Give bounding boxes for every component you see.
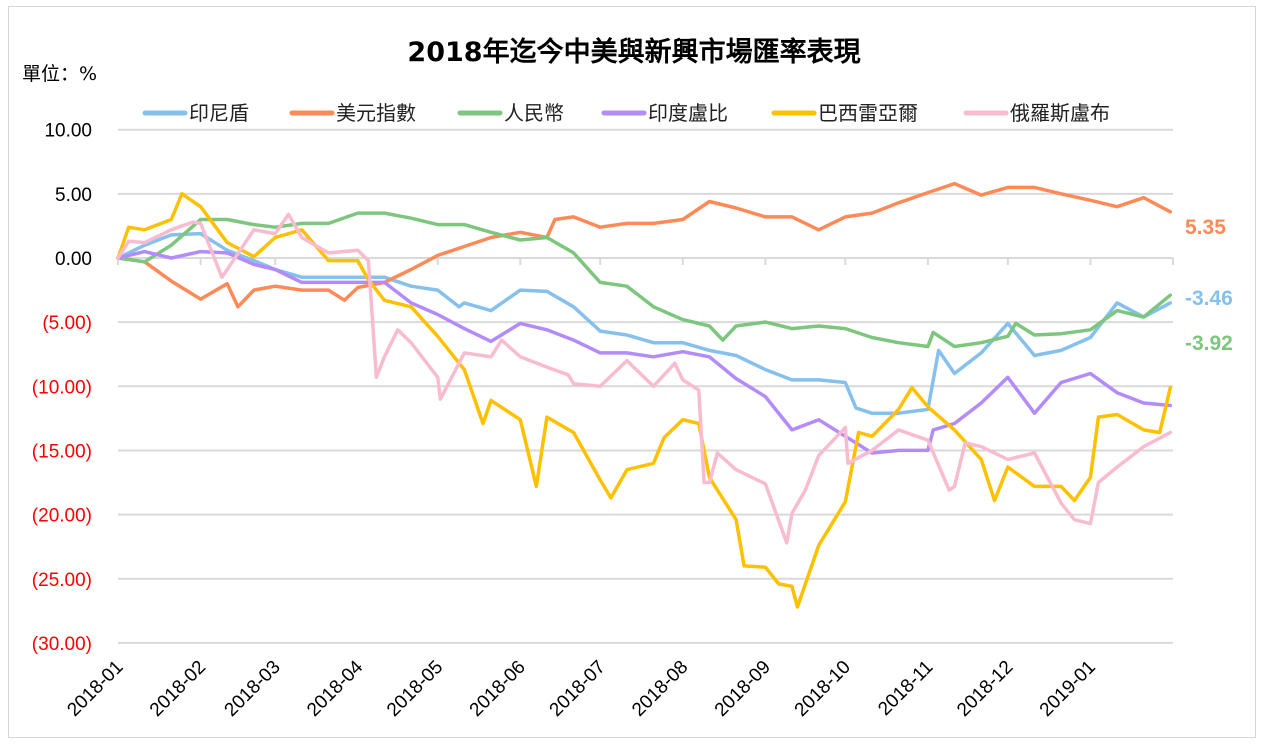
y-tick-label: (5.00): [42, 313, 92, 334]
x-tick-label: 2018-09: [711, 657, 775, 721]
x-tick-label: 2018-01: [63, 657, 127, 721]
x-tick-label: 2018-05: [383, 657, 447, 721]
series-line: [116, 231, 1173, 415]
series-line: [116, 212, 1173, 545]
legend-label: 巴西雷亞爾: [818, 101, 918, 125]
series-lines: [116, 181, 1173, 609]
legend-label: 美元指數: [336, 101, 416, 125]
y-tick-label: (20.00): [32, 506, 92, 527]
legend-item: 印度盧比: [601, 101, 728, 125]
legend-item: 巴西雷亞爾: [771, 101, 918, 125]
y-tick-label: (10.00): [32, 377, 92, 398]
x-tick-label: 2018-03: [221, 657, 285, 721]
chart-frame: [8, 6, 1256, 738]
x-axis: 2018-01 2018-02 2018-03 2018-04 2018-05 2018-…: [63, 258, 1174, 721]
y-tick-label: (15.00): [32, 441, 92, 462]
legend-label: 俄羅斯盧布: [1010, 101, 1110, 125]
y-tick-label: 0.00: [55, 249, 92, 270]
legend-item: 印尼盾: [142, 101, 249, 125]
x-tick-label: 2018-11: [874, 657, 937, 720]
legend: 印尼盾 美元指數 人民幣 印度盧比 巴西雷亞爾 俄羅斯盧布: [142, 101, 1110, 125]
legend-item: 俄羅斯盧布: [963, 101, 1110, 125]
legend-label: 印尼盾: [189, 101, 249, 125]
x-tick-label: 2018-07: [546, 657, 610, 721]
x-tick-label: 2018-04: [303, 656, 367, 720]
legend-item: 人民幣: [457, 101, 564, 125]
x-tick-label: 2019-01: [1036, 657, 1100, 721]
x-tick-label: 2018-08: [628, 657, 692, 721]
y-tick-label: (25.00): [32, 570, 92, 591]
series-line: [116, 181, 1173, 309]
end-value-label: -3.46: [1185, 287, 1233, 310]
y-tick-label: 10.00: [44, 121, 92, 142]
y-tick-label: (30.00): [32, 634, 92, 655]
x-tick-label: 2018-02: [146, 657, 210, 721]
y-axis: 10.00 5.00 0.00 (5.00) (10.00) (15.00) (20.00)…: [32, 121, 92, 655]
x-tick-label: 2018-10: [791, 657, 855, 721]
series-line: [116, 211, 1173, 349]
series-line: [116, 192, 1173, 609]
legend-item: 美元指數: [289, 101, 416, 125]
x-tick-label: 2018-06: [466, 657, 530, 721]
end-labels: 5.35 -3.46 -3.92: [1185, 216, 1233, 355]
legend-label: 印度盧比: [648, 101, 728, 125]
x-tick-label: 2018-12: [953, 657, 1017, 721]
unit-label: 單位：%: [22, 63, 97, 85]
legend-label: 人民幣: [504, 101, 564, 125]
chart-title: 2018年迄今中美與新興市場匯率表現: [407, 36, 860, 68]
series-line: [116, 249, 1173, 455]
end-value-label: -3.92: [1185, 332, 1233, 355]
y-tick-label: 5.00: [55, 185, 92, 206]
end-value-label: 5.35: [1185, 216, 1226, 239]
